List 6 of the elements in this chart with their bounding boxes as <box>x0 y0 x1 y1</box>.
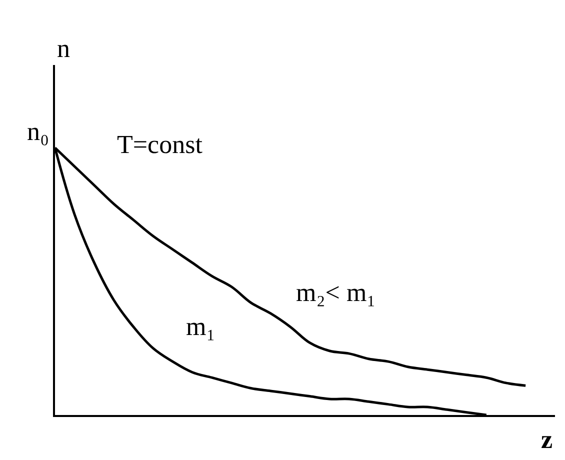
annotation: T=const <box>117 130 204 159</box>
text: n₀ <box>27 117 50 146</box>
series-label: m₂< m₁ <box>296 278 376 307</box>
y-axis-title: n <box>57 34 70 63</box>
series-label: m₁ <box>186 312 216 341</box>
x-axis-title: z <box>541 425 553 454</box>
